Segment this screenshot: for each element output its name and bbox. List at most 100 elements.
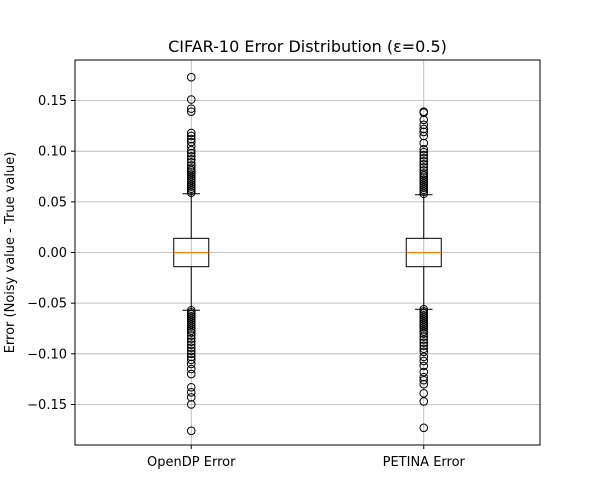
outlier-point [186, 72, 196, 82]
outlier-point [186, 164, 196, 173]
outlier-point [419, 147, 429, 157]
outlier-point [186, 316, 196, 325]
outlier-point [419, 375, 429, 385]
y-tick-label: −0.05 [27, 297, 67, 312]
outlier-point [419, 120, 429, 130]
outlier-point [419, 185, 429, 194]
outlier-point [419, 423, 429, 433]
outlier-point [186, 312, 196, 321]
outlier-point [186, 349, 196, 359]
outlier-point [186, 137, 196, 147]
outlier-point [186, 346, 196, 356]
outlier-point [419, 169, 429, 178]
outlier-point [186, 168, 196, 177]
plot-layer [173, 72, 442, 436]
outlier-point [186, 324, 196, 333]
outlier-point [186, 328, 196, 337]
y-tick-label: 0.10 [38, 145, 67, 160]
y-tick-label: −0.15 [27, 398, 67, 413]
y-axis-label: Error (Noisy value - True value) [3, 152, 18, 354]
outlier-point [186, 355, 196, 365]
outlier-point [186, 166, 196, 175]
outlier-point [186, 326, 196, 335]
outlier-point [186, 388, 196, 397]
outlier-point [186, 170, 196, 179]
y-tick-label: 0.05 [38, 195, 67, 210]
outlier-point [419, 124, 429, 134]
y-tick-label: −0.10 [27, 347, 67, 362]
outlier-point [419, 389, 429, 398]
outlier-point [419, 338, 429, 347]
outlier-point [419, 108, 429, 117]
outlier-point [419, 327, 429, 336]
outlier-point [186, 318, 196, 327]
outlier-point [419, 356, 429, 366]
outlier-point [419, 335, 429, 344]
outlier-point [419, 153, 429, 163]
outlier-point [186, 161, 196, 170]
outlier-point [419, 352, 429, 362]
x-axis: OpenDP Error PETINA Error [147, 445, 466, 470]
outlier-point [419, 325, 429, 334]
outlier-point [419, 127, 429, 137]
outlier-point [419, 304, 429, 314]
outlier-point [186, 131, 196, 141]
outlier-point [419, 179, 429, 188]
outlier-point [186, 158, 196, 167]
outlier-point [419, 150, 429, 160]
outlier-point [419, 341, 429, 351]
outlier-point [186, 359, 196, 369]
outlier-point [419, 321, 429, 330]
outlier-point [419, 315, 429, 324]
outlier-point [186, 107, 196, 116]
outlier-point [419, 183, 429, 192]
outlier-point [186, 154, 196, 164]
outlier-point [419, 361, 429, 371]
outlier-point [186, 343, 196, 353]
outlier-point [419, 306, 429, 316]
box-plot-1 [173, 72, 210, 436]
outlier-point [186, 331, 196, 340]
outlier-point [419, 372, 429, 382]
outlier-point [186, 104, 196, 113]
outlier-point [186, 180, 196, 189]
outlier-point [186, 134, 196, 144]
outlier-point [186, 141, 196, 151]
outlier-point [419, 332, 429, 341]
outlier-point [186, 314, 196, 323]
outlier-point [186, 364, 196, 374]
outlier-point [186, 310, 196, 319]
outlier-point [419, 313, 429, 322]
outlier-point [419, 144, 429, 154]
outlier-point [186, 188, 196, 198]
outlier-point [419, 397, 429, 406]
outlier-point [419, 189, 429, 199]
y-axis: −0.15 −0.10 −0.05 0.00 0.05 0.10 0.15 [27, 94, 75, 413]
x-tick-label: OpenDP Error [147, 455, 236, 470]
outlier-point [186, 184, 196, 193]
outlier-point [186, 352, 196, 362]
outlier-point [419, 166, 429, 175]
outlier-point [186, 174, 196, 183]
outlier-point [419, 311, 429, 320]
outlier-point [186, 307, 196, 317]
outlier-point [186, 172, 196, 181]
outlier-point [419, 160, 429, 169]
outlier-point [419, 157, 429, 166]
outlier-point [419, 319, 429, 328]
outlier-point [186, 151, 196, 161]
x-tick-label: PETINA Error [383, 455, 466, 470]
chart-title: CIFAR-10 Error Distribution (ε=0.5) [168, 37, 447, 56]
outlier-point [419, 177, 429, 186]
outlier-point [419, 163, 429, 172]
outlier-point [186, 128, 196, 138]
outlier-point [186, 340, 196, 349]
outlier-point [419, 379, 429, 389]
outlier-point [186, 176, 196, 185]
outlier-point [186, 320, 196, 329]
outlier-point [186, 393, 196, 402]
outlier-point [419, 347, 429, 357]
outlier-point [186, 95, 196, 104]
